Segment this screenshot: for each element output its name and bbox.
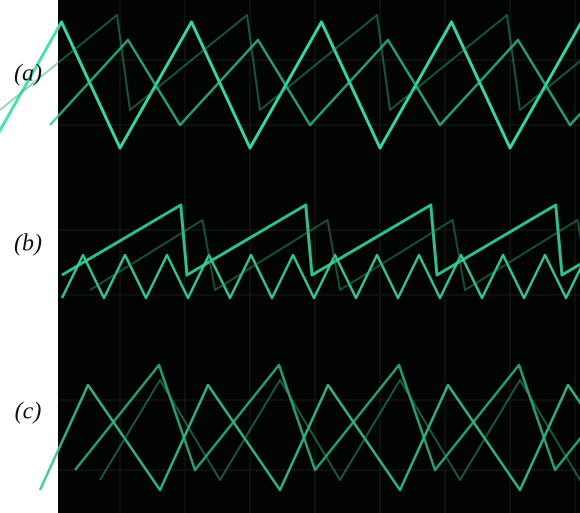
- panel-label: (a): [14, 61, 42, 87]
- panel-label: (c): [15, 399, 42, 425]
- panel-label: (b): [14, 231, 42, 257]
- figure: (a) (b) (c): [0, 0, 580, 513]
